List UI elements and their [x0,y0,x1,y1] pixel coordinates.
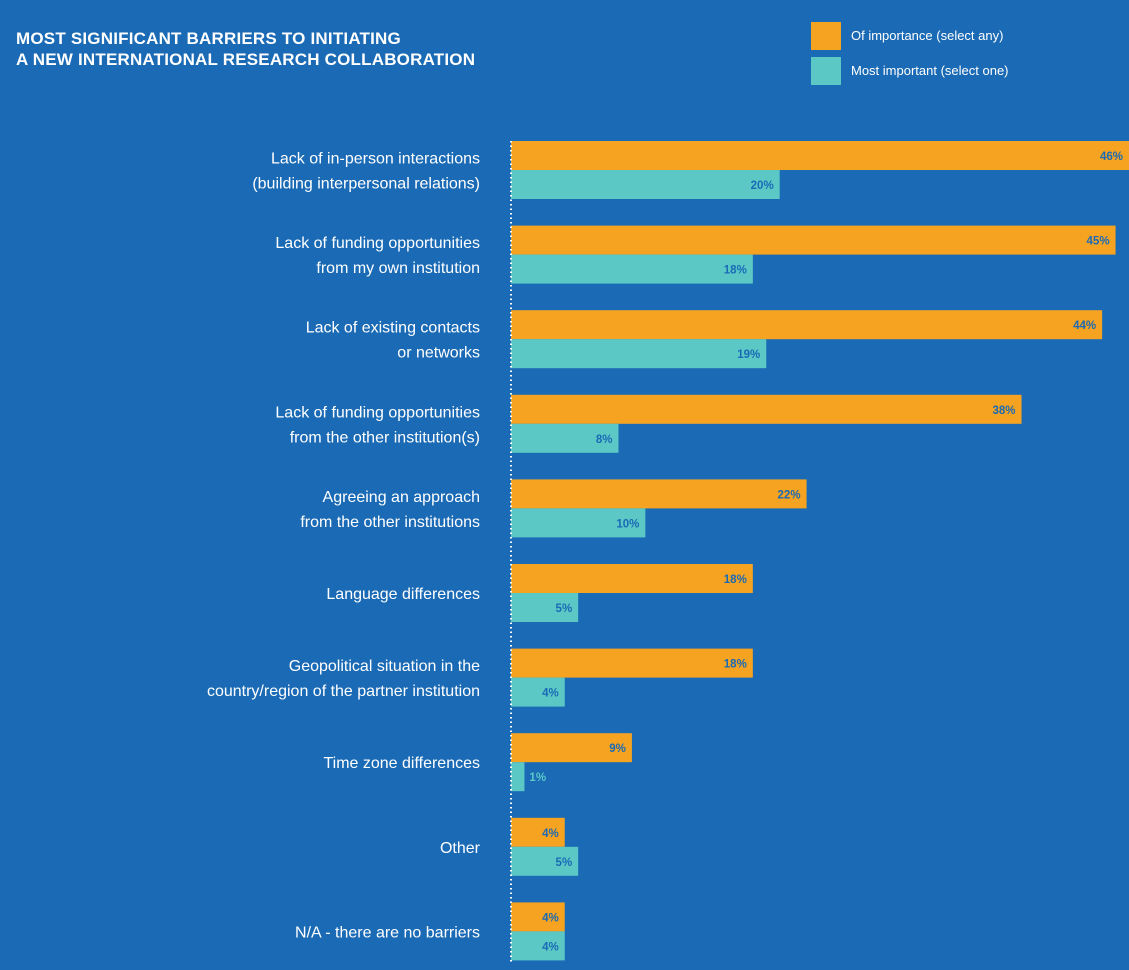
legend-swatch-most-important [811,57,841,85]
data-label-most-important: 20% [751,180,774,192]
data-label-importance: 44% [1073,320,1096,332]
chart-title-line-1: MOST SIGNIFICANT BARRIERS TO INITIATING [16,29,401,48]
bar-importance [511,733,632,763]
bar-most-important [511,931,565,961]
bar-most-important [511,593,579,622]
data-label-importance: 4% [542,912,559,924]
bar-importance [511,394,1022,424]
data-label-importance: 9% [609,743,626,755]
data-label-most-important: 5% [556,603,573,615]
bar-most-important [511,508,646,538]
legend-label-importance: Of importance (select any) [851,28,1004,43]
data-label-most-important: 10% [616,518,639,530]
data-label-importance: 4% [542,828,559,840]
data-label-most-important: 18% [724,265,747,277]
data-label-importance: 46% [1100,151,1123,163]
data-label-importance: 38% [992,405,1015,417]
bar-importance [511,902,565,932]
category-label: (building interpersonal relations) [252,176,480,193]
category-label: country/region of the partner institutio… [207,683,480,700]
category-label: from the other institutions [300,514,480,531]
legend-item-most-important: Most important (select one) [811,57,1129,87]
chart-title: MOST SIGNIFICANT BARRIERS TO INITIATING … [16,28,475,70]
category-label: Lack of in-person interactions [271,151,480,168]
bar-most-important [511,762,525,792]
category-label: Agreeing an approach [323,489,480,506]
bar-importance [511,141,1129,170]
category-label: or networks [397,345,480,362]
legend-item-importance: Of importance (select any) [811,22,1129,52]
category-label: Lack of existing contacts [306,320,480,337]
chart-title-line-2: A NEW INTERNATIONAL RESEARCH COLLABORATI… [16,50,476,69]
category-label: from the other institution(s) [290,429,480,446]
data-label-most-important: 19% [737,349,760,361]
bar-importance [511,648,753,678]
category-label: from my own institution [316,260,480,277]
category-label: Time zone differences [323,755,480,772]
data-label-most-important: 4% [542,941,559,953]
bar-importance [511,225,1116,255]
category-label: Other [440,840,481,857]
data-label-most-important: 5% [556,857,573,869]
bar-most-important [511,170,780,199]
data-label-most-important: 4% [542,688,559,700]
data-label-importance: 18% [724,574,747,586]
legend-swatch-importance [811,22,841,50]
category-label: N/A - there are no barriers [295,924,480,941]
bar-most-important [511,254,753,284]
data-label-importance: 22% [778,489,801,501]
data-label-most-important: 8% [596,434,613,446]
bar-importance [511,310,1103,340]
bar-importance [511,479,807,509]
bar-most-important [511,339,767,369]
legend-label-most-important: Most important (select one) [851,63,1009,78]
bar-most-important [511,677,565,707]
data-label-importance: 45% [1087,236,1110,248]
bar-most-important [511,846,579,876]
category-label: Lack of funding opportunities [275,235,480,252]
data-label-most-important: 1% [529,772,546,784]
bar-importance [511,817,565,847]
category-label: Lack of funding opportunities [275,404,480,421]
category-label: Geopolitical situation in the [289,658,480,675]
bar-most-important [511,423,619,453]
data-label-importance: 18% [724,659,747,671]
bar-importance [511,564,753,593]
category-label: Language differences [326,586,480,603]
